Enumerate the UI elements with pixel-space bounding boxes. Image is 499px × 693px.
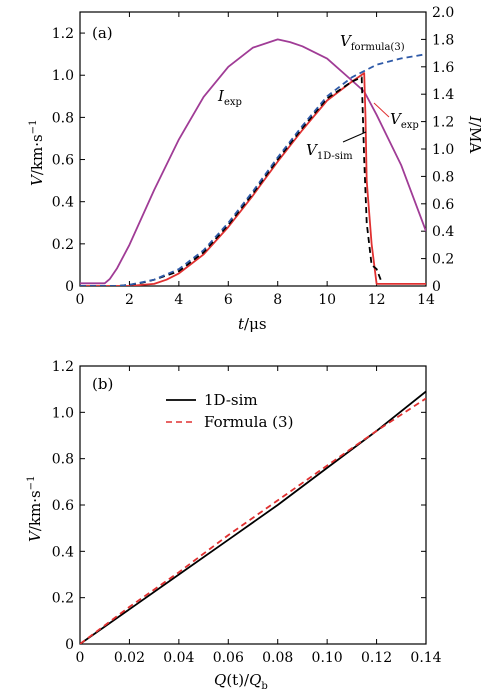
y2-tick-label: 0.4 [432,224,454,240]
y-tick-label: 0 [65,637,74,653]
y2-tick-label: 2.0 [432,5,454,21]
x-tick-label: 0.04 [163,650,194,666]
panel-b-label: (b) [92,375,113,393]
y-tick-label: 0 [65,279,74,295]
series-line-1 [80,72,426,286]
y2-tick-label: 1.6 [432,60,454,76]
panel-a-series [80,38,426,286]
y-tick-label: 1.2 [52,359,74,375]
legend-label-1d-sim: 1D-sim [204,391,258,409]
y-tick-label: 0.6 [52,498,74,514]
annotation-v-1d-sim-pointer [342,131,367,143]
panel-a-plot-frame [79,11,427,287]
x-tick-label: 0.02 [114,650,145,666]
y-tick-label: 0.8 [52,452,74,468]
panel-b-y-axis-label: V/km·s−1 [26,476,44,542]
annotation-v-exp: Vexp [390,110,419,131]
panel-b-series [80,390,426,644]
panel-b-ticks: 0 0.02 0.04 0.06 0.08 0.10 0.12 0.14 0 0.2 0.4 0.6 0… [52,359,442,666]
x-tick-label: 4 [174,292,183,308]
x-tick-label: 0.12 [361,650,392,666]
y2-tick-label: 1.4 [432,87,454,103]
x-tick-label: 0 [76,650,85,666]
panel-b-legend: 1D-sim Formula (3) [166,391,293,431]
x-tick-label: 2 [125,292,134,308]
y-tick-label: 0.6 [52,153,74,169]
panel-b: 0 0.02 0.04 0.06 0.08 0.10 0.12 0.14 0 0.2 0.4 0.6 0… [26,359,442,692]
x-tick-label: 8 [273,292,282,308]
y-tick-label: 1.0 [52,68,74,84]
annotation-v-1d-sim: V1D-sim [306,141,353,162]
x-tick-label: 6 [224,292,233,308]
series-line-3 [80,53,426,286]
y-tick-label: 0.2 [52,591,74,607]
x-tick-label: 12 [368,292,386,308]
y2-tick-label: 0.2 [432,252,454,268]
y-tick-label: 0.8 [52,110,74,126]
annotation-i-exp: Iexp [217,87,242,108]
y-tick-label: 1.0 [52,405,74,421]
y2-tick-label: 1.2 [432,115,454,131]
y2-tick-label: 0.8 [432,169,454,185]
y-tick-label: 0.2 [52,237,74,253]
annotation-v-exp-pointer [373,102,390,118]
x-tick-label: 10 [318,292,336,308]
panel-a: 0 2 4 6 8 10 12 1400.20.40.60.81.01.200.20.40.6… [28,5,484,333]
x-tick-label: 0.10 [312,650,343,666]
x-tick-label: 0.08 [262,650,293,666]
y2-tick-label: 0.6 [432,197,454,213]
y-tick-label: 0.4 [52,195,74,211]
x-tick-label: 0 [76,292,85,308]
series-line-0 [80,38,426,285]
panel-b-x-axis-label: Q(t)/Qb [214,671,268,692]
panel-a-y-axis-label: V/km·s−1 [28,120,46,186]
panel-a-y2-axis-label: I/MA [466,115,484,153]
series-line-1 [80,397,426,644]
x-tick-label: 0.06 [213,650,244,666]
panel-a-x-axis-label: t/μs [238,315,267,333]
y2-tick-label: 1.8 [432,32,454,48]
y2-tick-label: 0 [432,279,441,295]
x-tick-label: 14 [417,292,435,308]
legend-label-formula: Formula (3) [204,413,293,431]
panel-a-label: (a) [92,24,113,42]
y-tick-label: 0.4 [52,544,74,560]
annotation-v-formula: Vformula(3) [340,32,405,53]
x-tick-label: 0.14 [410,650,441,666]
y2-tick-label: 1.0 [432,142,454,158]
y-tick-label: 1.2 [52,26,74,42]
